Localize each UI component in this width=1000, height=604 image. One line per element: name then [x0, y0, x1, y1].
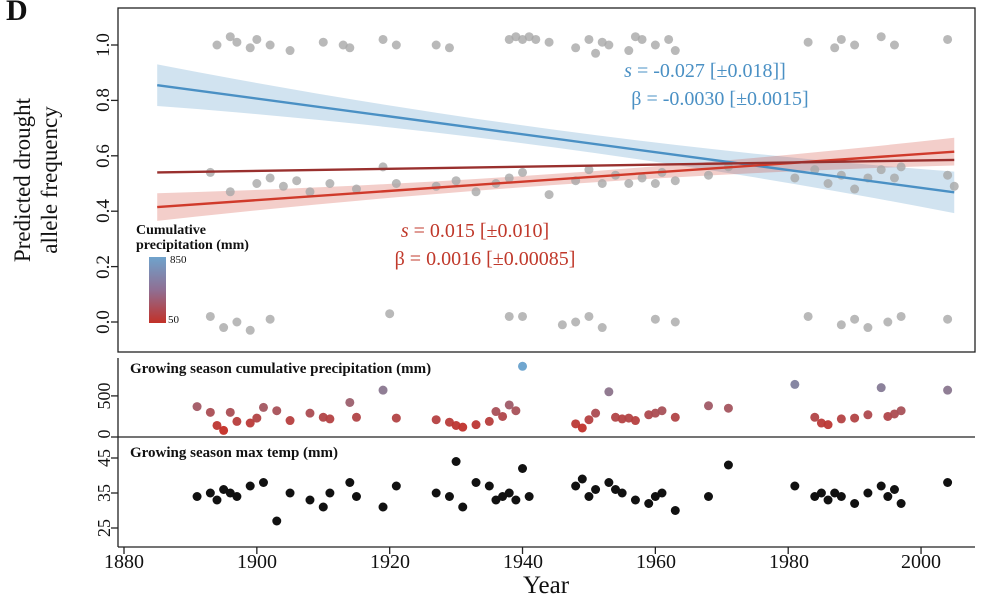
- main-ytick-label: 0.6: [93, 144, 114, 168]
- precip-ytick-label: 500: [94, 382, 114, 410]
- temp-ytick-label: 35: [94, 484, 114, 502]
- temp-ytick-label: 45: [94, 449, 114, 467]
- main-ytick-label: 0.8: [93, 88, 114, 112]
- xtick-label: 1960: [636, 551, 676, 573]
- precip-panel-title: Growing season cumulative precipitation …: [130, 361, 432, 377]
- colorbar-min-label: 50: [168, 314, 179, 326]
- annotation-red-beta: β = 0.0016 [±0.00085]: [394, 248, 576, 270]
- xtick-label: 1940: [503, 551, 543, 573]
- temp-ytick-label: 25: [94, 519, 114, 537]
- beta-symbol: β: [394, 248, 405, 270]
- main-ytick-label: 0.2: [93, 255, 114, 279]
- annotation-blue-beta: β = -0.0030 [±0.0015]: [631, 88, 809, 110]
- annotation-blue-selection: s = -0.027 [±0.018]]: [624, 60, 786, 82]
- precipitation-colorbar: [149, 257, 166, 323]
- main-ytick-label: 0.0: [93, 310, 114, 334]
- xtick-label: 1980: [769, 551, 809, 573]
- xtick-label: 1900: [237, 551, 277, 573]
- beta-symbol: β: [631, 88, 642, 110]
- main-ytick-label: 1.0: [93, 33, 114, 57]
- xtick-label: 2000: [901, 551, 941, 573]
- s-symbol: s: [624, 60, 632, 82]
- colorbar-max-label: 850: [170, 254, 187, 266]
- panel-label: D: [6, 0, 28, 27]
- temp-panel-title: Growing season max temp (mm): [130, 445, 339, 461]
- x-axis-label: Year: [522, 572, 570, 599]
- s-symbol: s: [400, 220, 409, 242]
- main-y-axis-label: Predicted drought allele frequency: [9, 60, 65, 300]
- annotation-red-selection: s = 0.015 [±0.010]: [400, 220, 550, 242]
- xtick-label: 1920: [370, 551, 410, 573]
- main-y-axis-label-line2: allele frequency: [37, 106, 62, 254]
- xtick-label: 1880: [104, 551, 144, 573]
- main-y-axis-label-line1: Predicted drought: [10, 97, 35, 263]
- main-ytick-label: 0.4: [93, 199, 114, 223]
- colorbar-legend-title: Cumulative precipitation (mm): [136, 223, 249, 253]
